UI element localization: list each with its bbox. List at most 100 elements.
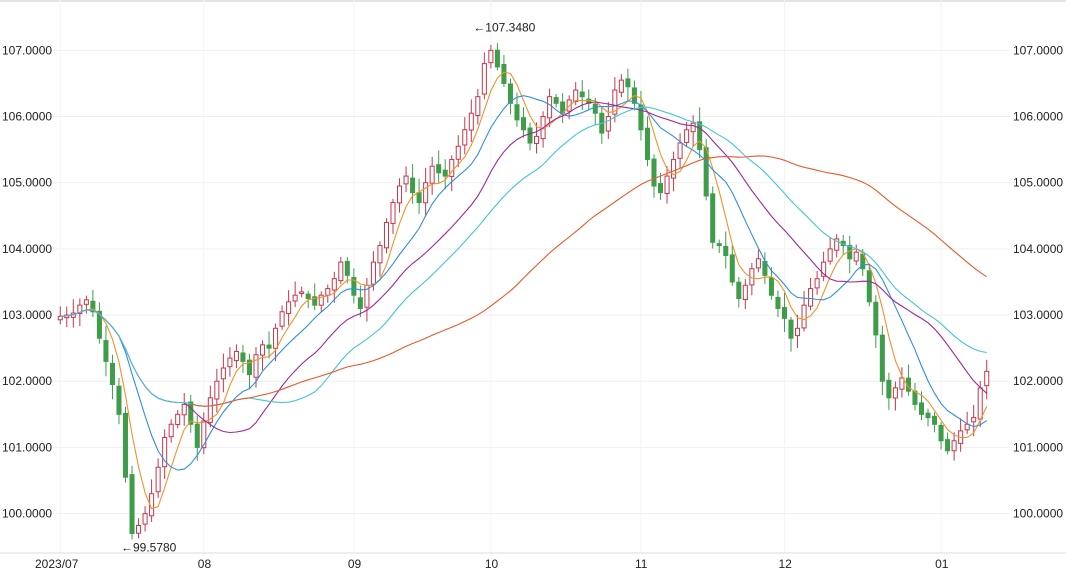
candle-body-up <box>155 466 161 493</box>
x-axis: 2023/07 08 09 10 11 12 01 <box>35 557 949 571</box>
candle-body-down <box>266 344 272 349</box>
candle-body-up <box>77 304 83 315</box>
candle-body-up <box>742 284 748 301</box>
ma-line-60 <box>190 155 988 407</box>
candle-body-down <box>436 164 442 174</box>
candle-body-up <box>462 129 468 146</box>
y-tick-label-left: 103.0000 <box>2 308 52 322</box>
candle-body-down <box>90 300 96 313</box>
candle-body-down <box>657 183 664 194</box>
candle-body-up <box>253 354 259 378</box>
candle-body-down <box>638 104 644 131</box>
candle-body-up <box>449 159 455 177</box>
candle-body-down <box>351 276 357 296</box>
candle-body-down <box>553 97 559 104</box>
candle-body-up <box>684 129 690 143</box>
candle-body-up <box>207 397 213 423</box>
candle-body-up <box>423 182 429 204</box>
candle-body-up <box>547 96 553 119</box>
y-tick-label-right: 104.0000 <box>1013 242 1063 256</box>
candle-body-up <box>671 159 677 179</box>
candle-body-up <box>377 245 383 264</box>
candle-body-up <box>488 49 494 64</box>
candle-body-up <box>827 248 833 262</box>
extreme-value-label: ←99.5780 <box>121 541 177 555</box>
candle-body-up <box>605 116 611 132</box>
candle-body-down <box>768 277 774 296</box>
candle-body-up <box>984 370 990 387</box>
y-tick-label-right: 101.0000 <box>1013 440 1063 454</box>
candle-body-up <box>814 278 820 289</box>
candle-body-up <box>481 63 487 95</box>
candle-body-down <box>514 104 520 121</box>
candle-body-up <box>971 417 977 423</box>
candle-body-up <box>273 327 279 349</box>
candle-body-down <box>736 281 742 300</box>
y-axis-left: 100.0000 101.0000 102.0000 103.0000 104.0000… <box>2 43 52 520</box>
candle-body-down <box>507 83 513 104</box>
candle-body-up <box>227 357 233 368</box>
candle-body-down <box>703 147 709 197</box>
candle-body-up <box>142 513 148 525</box>
x-tick-label: 09 <box>348 557 362 571</box>
moving-average-lines <box>60 71 988 510</box>
candle-body-up <box>808 288 814 307</box>
candle-body-down <box>918 402 925 415</box>
candle-body-up <box>455 145 461 160</box>
candle-body-down <box>925 412 931 419</box>
y-tick-label-right: 107.0000 <box>1013 43 1063 57</box>
candle-body-down <box>866 270 872 303</box>
candle-body-down <box>860 253 866 270</box>
candle-body-up <box>181 403 187 416</box>
candle-body-down <box>96 310 102 339</box>
candle-body-up <box>534 135 540 144</box>
candle-body-down <box>879 334 885 382</box>
candle-body-up <box>951 440 957 452</box>
y-tick-label-left: 102.0000 <box>2 374 52 388</box>
candle-body-down <box>109 362 115 386</box>
y-tick-label-right: 103.0000 <box>1013 308 1063 322</box>
x-tick-label: 01 <box>935 557 949 571</box>
candle-body-down <box>344 260 350 276</box>
ma-line-5 <box>60 71 988 510</box>
candle-body-up <box>220 367 226 380</box>
y-tick-label-left: 107.0000 <box>2 43 52 57</box>
candle-body-down <box>494 49 500 68</box>
y-axis-right: 100.0000 101.0000 102.0000 103.0000 104.0000… <box>1013 43 1063 520</box>
y-tick-label-left: 100.0000 <box>2 507 52 521</box>
candle-body-up <box>899 377 905 390</box>
candle-body-up <box>286 301 292 315</box>
candle-body-down <box>592 103 598 114</box>
candle-body-up <box>821 261 827 277</box>
candle-body-down <box>240 352 246 362</box>
candle-body-down <box>775 296 781 309</box>
candle-body-up <box>259 344 266 356</box>
candle-body-up <box>801 304 807 329</box>
y-tick-label-left: 105.0000 <box>2 176 52 190</box>
candle-body-up <box>390 202 396 224</box>
candle-body-down <box>788 319 794 339</box>
candle-body-up <box>612 89 618 115</box>
candle-body-up <box>325 288 331 296</box>
candle-body-up <box>475 96 481 117</box>
candle-body-down <box>357 297 363 309</box>
candle-body-up <box>664 175 670 195</box>
candle-body-down <box>723 245 729 257</box>
candle-body-up <box>397 185 403 204</box>
candle-body-up <box>977 387 983 420</box>
candle-body-up <box>175 413 181 426</box>
y-tick-label-right: 106.0000 <box>1013 110 1063 124</box>
candle-body-up <box>292 294 298 302</box>
y-tick-label-right: 102.0000 <box>1013 374 1063 388</box>
candle-body-down <box>103 340 109 362</box>
candle-body-up <box>403 175 409 185</box>
candle-body-down <box>527 127 533 144</box>
y-tick-label-left: 104.0000 <box>2 242 52 256</box>
candle-body-down <box>932 415 938 425</box>
candle-body-up <box>338 261 344 282</box>
candle-body-down <box>781 307 788 319</box>
candle-body-up <box>429 165 435 184</box>
candle-body-up <box>573 89 579 102</box>
candle-body-up <box>618 79 624 93</box>
